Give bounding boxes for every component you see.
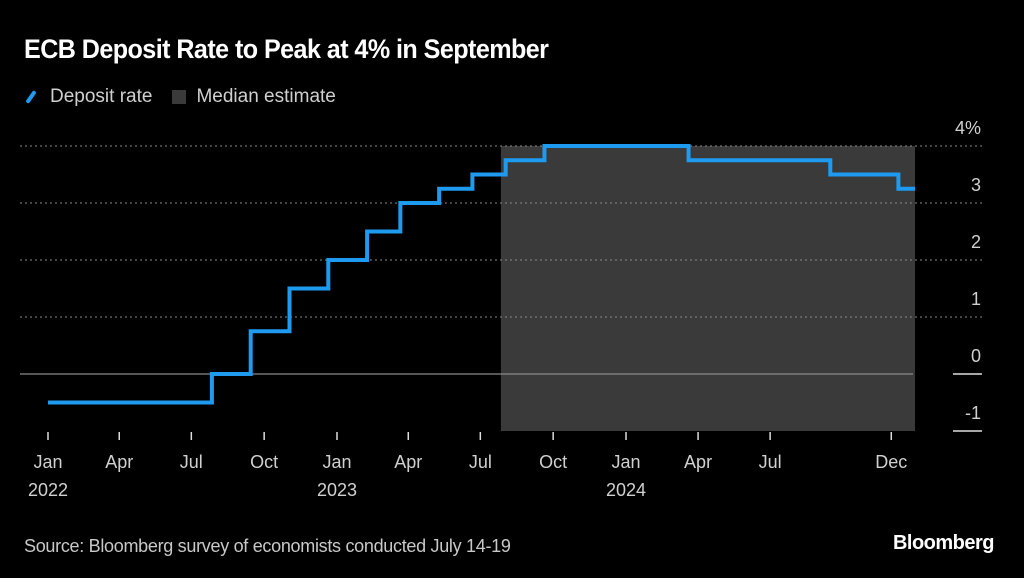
y-tick-label: 4% [955,118,981,138]
x-tick-label: Oct [250,452,278,472]
x-tick-label: Jan [33,452,62,472]
x-tick-label: Jul [469,452,492,472]
bloomberg-logo: Bloomberg [892,532,995,554]
median-estimate-region [500,146,916,431]
y-tick-label: 2 [971,232,981,252]
legend-item-median-estimate: Median estimate [172,86,336,108]
x-tick-year-label: 2023 [317,480,357,500]
x-tick-label: Apr [394,452,422,472]
x-tick-label: Apr [684,452,712,472]
x-tick-label: Jul [180,452,203,472]
y-tick-label: 3 [971,175,981,195]
x-tick-label: Jan [322,452,351,472]
x-tick-year-label: 2022 [28,480,68,500]
x-tick-label: Oct [539,452,567,472]
legend-label: Deposit rate [50,86,153,107]
legend: Deposit rate Median estimate [24,86,356,108]
deposit-rate-line [48,144,916,405]
x-tick-year-label: 2024 [606,480,646,500]
x-tick-label: Dec [875,452,907,472]
x-tick-label: Jan [611,452,640,472]
x-tick-label: Apr [105,452,133,472]
y-tick-label: -1 [965,403,981,423]
legend-item-deposit-rate: Deposit rate [24,86,152,108]
chart-title: ECB Deposit Rate to Peak at 4% in Septem… [24,34,549,64]
y-tick-label: 1 [971,289,981,309]
y-tick-label: 0 [971,346,981,366]
x-tick-label: Jul [759,452,782,472]
source-note: Source: Bloomberg survey of economists c… [24,536,511,556]
box-swatch-icon [172,90,187,104]
legend-label: Median estimate [196,86,336,107]
